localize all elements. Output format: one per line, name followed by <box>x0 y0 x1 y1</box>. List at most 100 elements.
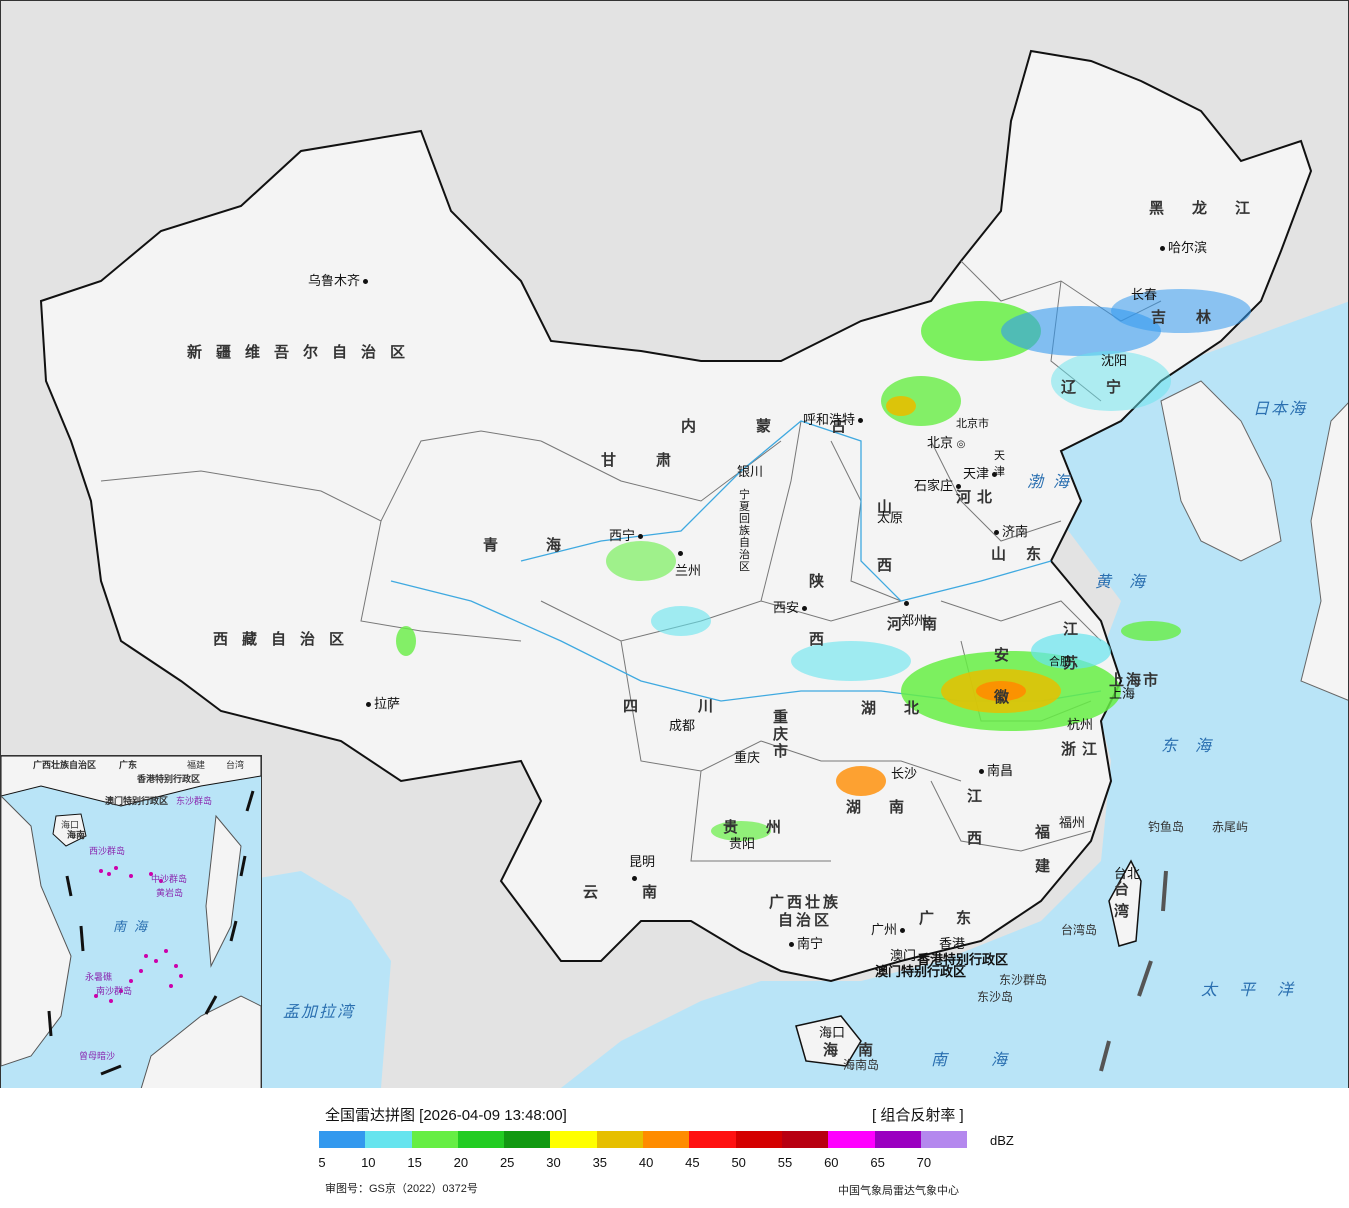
city-label: 沈阳 <box>1101 353 1128 368</box>
province-label: 河北 <box>956 489 999 506</box>
city-label: 贵阳 <box>729 836 756 851</box>
city-label: 乌鲁木齐 <box>308 270 371 289</box>
province-label: 安徽 <box>994 647 1010 706</box>
province-label: 新疆维吾尔自治区 <box>187 344 420 361</box>
province-label: 青海 <box>483 537 610 554</box>
province-label: 湖南 <box>846 799 933 816</box>
color-swatch <box>550 1131 597 1148</box>
province-label: 江苏 <box>1063 621 1079 672</box>
inset-label: 黄岩岛 <box>156 888 184 898</box>
sea-label: 渤海 <box>1027 474 1080 491</box>
province-label: 云南 <box>583 884 702 901</box>
city-label: 长春 <box>1131 287 1158 302</box>
tick-label: 65 <box>870 1155 885 1170</box>
city-label: 福州 <box>1059 815 1086 830</box>
province-label: 黑龙江 <box>1149 200 1279 217</box>
south-china-sea-inset: 广西壮族自治区 广东 福建 台湾 海口 海南 香港特别行政区 澳门特别行政区 东… <box>1 755 262 1088</box>
province-label: 西藏自治区 <box>213 631 359 648</box>
province-label: 广西壮族自治区 <box>768 894 841 929</box>
tick-label: 25 <box>499 1155 515 1170</box>
product-label: [ 组合反射率 ] <box>872 1107 964 1124</box>
city-label: 杭州 <box>1067 717 1094 732</box>
legend-title: 全国雷达拼图 [2026-04-09 13:48:00] <box>325 1107 567 1124</box>
island-label: 海南岛 <box>843 1058 880 1072</box>
tick-label: 40 <box>638 1155 654 1170</box>
city-label: 成都 <box>669 718 696 733</box>
city-label: 兰州 <box>675 545 701 579</box>
city-label: 上海 <box>1109 686 1136 701</box>
tick-label: 55 <box>777 1155 793 1170</box>
province-label: 贵州 <box>723 819 810 836</box>
city-label: 长沙 <box>891 766 918 781</box>
inset-label: 海口 <box>61 820 80 830</box>
city-label: 呼和浩特 <box>803 409 866 428</box>
color-swatch <box>504 1131 551 1148</box>
province-label: 山东 <box>991 546 1062 563</box>
legend-panel: 全国雷达拼图 [2026-04-09 13:48:00] [ 组合反射率 ] 5… <box>0 1088 1349 1208</box>
city-label: 澳门 <box>890 945 927 964</box>
island-label: 台湾岛 <box>1061 923 1098 937</box>
tick-label: 35 <box>592 1155 608 1170</box>
province-label: 河南 <box>887 616 958 633</box>
color-swatch <box>781 1131 829 1148</box>
inset-mainland <box>1 756 261 807</box>
inset-philippines <box>205 814 242 968</box>
inset-label: 中沙群岛 <box>151 874 188 884</box>
inset-label: 福建 <box>187 760 206 770</box>
city-label: 西安 <box>773 597 810 616</box>
city-label: 石家庄 <box>914 475 964 494</box>
color-swatch <box>643 1131 690 1148</box>
hainan-island <box>795 1015 862 1067</box>
sea-label: 东海 <box>1161 738 1230 755</box>
city-label: 香港 <box>939 936 966 951</box>
inset-label: 东沙群岛 <box>176 796 213 806</box>
color-swatch <box>735 1131 782 1148</box>
province-label: 陕西 <box>809 573 825 648</box>
china-outline <box>39 49 1313 983</box>
city-label: 哈尔滨 <box>1157 237 1207 256</box>
inset-label: 澳门特别行政区 <box>105 796 169 806</box>
inset-label: 南沙群岛 <box>96 986 133 996</box>
japan-coast <box>1300 402 1348 701</box>
city-label: 昆明 <box>629 851 655 885</box>
tick-label: 50 <box>731 1155 746 1170</box>
inset-vietnam <box>1 795 72 1067</box>
island-label: 东沙群岛 <box>999 973 1048 987</box>
inset-map-svg <box>1 756 261 1088</box>
city-label: 银川 <box>737 464 764 479</box>
color-swatch <box>457 1131 505 1148</box>
sea-label: 南海 <box>931 1052 1052 1069</box>
tick-label: 5 <box>318 1155 326 1170</box>
province-label: 四川 <box>623 698 774 715</box>
inset-label: 广东 <box>119 760 138 770</box>
inset-label: 香港特别行政区 <box>137 774 201 784</box>
island-label: 东沙岛 <box>977 990 1014 1004</box>
special-region-label: 澳门特别行政区 <box>875 964 967 979</box>
review-number: 审图号：GS京（2022）0372号 <box>325 1183 478 1195</box>
korean-peninsula <box>1160 380 1282 562</box>
province-label: 吉林 <box>1151 309 1242 326</box>
city-label: 北京 ◎ <box>927 435 966 450</box>
island-label: 赤尾屿 <box>1212 820 1249 834</box>
province-label: 浙江 <box>1061 741 1104 758</box>
taiwan-island <box>1108 859 1142 947</box>
color-swatch <box>365 1131 412 1148</box>
inset-dash-marks <box>47 790 255 1076</box>
color-swatch <box>689 1131 736 1148</box>
color-swatch <box>319 1131 366 1148</box>
city-label: 合肥 <box>1049 656 1071 668</box>
tick-label: 60 <box>824 1155 839 1170</box>
province-label: 重庆市 <box>773 709 789 760</box>
radar-echoes <box>396 289 1251 841</box>
inset-label: 西沙群岛 <box>89 846 126 856</box>
agency-label: 中国气象局雷达气象中心 <box>838 1185 959 1197</box>
color-swatch <box>874 1131 921 1148</box>
tick-label: 45 <box>685 1155 700 1170</box>
tick-label: 20 <box>453 1155 469 1170</box>
tick-label: 70 <box>916 1155 932 1170</box>
city-label: 郑州 <box>901 595 927 629</box>
tick-label: 30 <box>546 1155 561 1170</box>
province-label: 广东 <box>919 910 994 927</box>
color-swatch <box>920 1131 968 1148</box>
unit-label: dBZ <box>990 1133 1014 1148</box>
